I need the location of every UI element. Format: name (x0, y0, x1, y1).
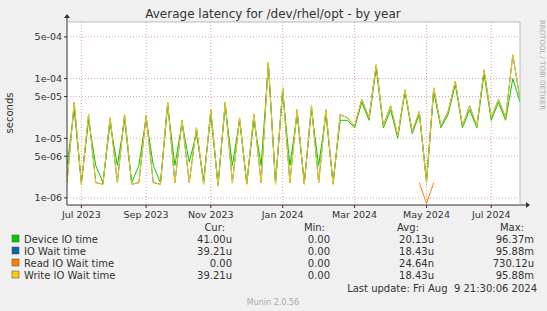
y-tick-label: 5e-06 (35, 151, 62, 162)
legend-stat: 0.00 (308, 246, 330, 257)
y-tick-label: 1e-05 (35, 133, 62, 144)
y-axis (67, 18, 68, 205)
x-arrow (526, 202, 530, 208)
legend-stat: 18.43u (399, 270, 434, 281)
x-tick-label: May 2024 (403, 209, 450, 220)
x-axis (67, 205, 526, 206)
legend-stat: 0.00 (308, 258, 330, 269)
series-line (67, 55, 520, 186)
legend-stat: 0.00 (308, 234, 330, 245)
legend-stat: 20.13u (399, 234, 434, 245)
series-line (67, 55, 520, 186)
grid-line (282, 22, 283, 205)
y-label: seconds (4, 93, 15, 134)
x-tick-label: Jul 2023 (61, 209, 101, 220)
grid-line (67, 36, 520, 37)
y-tick-label: 5e-05 (35, 91, 62, 102)
grid-line (67, 78, 520, 79)
legend-stat: 0.00 (210, 258, 232, 269)
legend-stat: 39.21u (197, 246, 232, 257)
series-line (419, 183, 433, 204)
watermark: RRDTOOL / TOBI OETIKER (538, 20, 546, 110)
title: Average latency for /dev/rhel/opt - by y… (145, 7, 401, 21)
frame-top (67, 22, 520, 23)
x-tick-label: Jul 2024 (471, 209, 511, 220)
y-arrow (64, 14, 70, 18)
x-tick-label: Sep 2023 (124, 209, 169, 220)
y-tick-label: 1e-04 (35, 73, 62, 84)
legend-stat: 41.00u (197, 234, 232, 245)
background (0, 0, 547, 311)
grid-line (146, 22, 147, 205)
legend-swatch (12, 271, 19, 278)
legend-stat: 96.37m (496, 234, 534, 245)
grid-line (67, 197, 520, 198)
legend-stat: 730.12u (493, 258, 534, 269)
stat-header: Avg: (397, 222, 419, 233)
legend-label: Read IO Wait time (24, 258, 114, 269)
grid-line (67, 156, 520, 157)
grid-line (354, 22, 355, 205)
x-tick-label: Mar 2024 (332, 209, 377, 220)
plot-area (67, 22, 520, 205)
legend-swatch (12, 247, 19, 254)
legend-stat: 24.64n (399, 258, 434, 269)
legend-stat: 39.21u (197, 270, 232, 281)
stat-header: Max: (500, 222, 524, 233)
credit: Munin 2.0.56 (247, 298, 299, 307)
data-group (67, 55, 520, 204)
legend-label: IO Wait time (24, 246, 86, 257)
legend-swatch (12, 235, 19, 242)
y-tick-label: 1e-06 (35, 192, 62, 203)
legend-stat: 95.88m (496, 246, 534, 257)
legend-stat: 0.00 (308, 270, 330, 281)
legend-swatch (12, 259, 19, 266)
x-tick-label: Jan 2024 (261, 209, 304, 220)
y-tick-label: 5e-04 (35, 31, 62, 42)
legend-label: Write IO Wait time (24, 270, 115, 281)
stat-header: Min: (304, 222, 325, 233)
x-tick-label: Nov 2023 (188, 209, 234, 220)
legend-label: Device IO time (24, 234, 98, 245)
series-line (67, 65, 520, 184)
stat-header: Cur: (204, 222, 225, 233)
footer: Last update: Fri Aug 9 21:30:06 2024 (347, 283, 537, 294)
frame-right (520, 22, 521, 205)
legend-stat: 95.88m (496, 270, 534, 281)
legend-stat: 18.43u (399, 246, 434, 257)
